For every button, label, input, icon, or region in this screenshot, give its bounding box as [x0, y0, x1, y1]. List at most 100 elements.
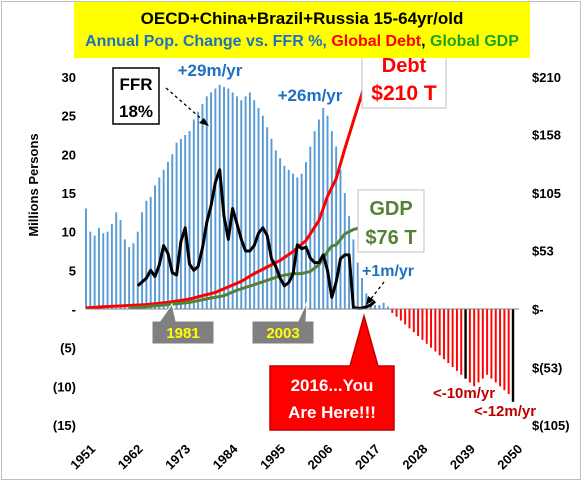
now-rate-label: +1m/yr — [362, 263, 414, 280]
title-gdp: Global GDP — [430, 32, 519, 50]
pop-bar-1995 — [274, 150, 277, 309]
pop-bar-2028 — [417, 309, 420, 337]
pop-bar-2049 — [507, 309, 510, 395]
x-tick-label: 2017 — [352, 441, 383, 472]
y-tick-label: (15) — [53, 418, 76, 433]
debt-value: $210 T — [371, 82, 437, 105]
pop-bar-1969 — [162, 169, 165, 309]
pop-bar-1965 — [145, 200, 148, 309]
pop-bar-2040 — [468, 309, 471, 383]
year-1981-label: 1981 — [166, 325, 199, 342]
pop-bar-2026 — [408, 309, 411, 329]
gdp-annotation: GDP $76 T — [357, 189, 425, 253]
y2-tick-label: $(53) — [532, 361, 562, 376]
pop-bar-1970 — [166, 162, 169, 309]
ffr-line — [136, 168, 376, 310]
pop-bar-2048 — [503, 309, 506, 391]
y-tick-label: - — [72, 302, 76, 317]
debt-line — [85, 76, 368, 310]
y2-tick-label: $(105) — [532, 418, 570, 433]
you-are-here-callout: 2016...You Are Here!!! — [269, 313, 395, 431]
y-tick-label: 30 — [62, 70, 76, 85]
pop-bar-2043 — [481, 309, 484, 379]
pop-bar-2027 — [412, 309, 415, 333]
y-tick-label: (5) — [60, 341, 76, 356]
x-tick-label: 1984 — [210, 441, 242, 473]
pop-bar-2045 — [490, 309, 493, 379]
year-1981-badge: 1981 — [151, 302, 215, 345]
pop-bar-2022 — [391, 309, 394, 313]
ffr-annotation: FFR 18% — [112, 67, 209, 126]
pop-bar-2003 — [309, 146, 312, 309]
pop-bar-2033 — [438, 309, 441, 356]
pop-bar-1985 — [231, 92, 234, 309]
pop-bar-2041 — [473, 309, 476, 387]
debt-annotation: Debt $210 T — [361, 47, 447, 109]
pop-bar-2042 — [477, 309, 480, 383]
pop-bar-1951 — [85, 208, 87, 309]
gdp-value: $76 T — [365, 227, 416, 249]
pop-bar-2005 — [317, 119, 320, 309]
title-pop-ffr: Annual Pop. Change vs. FFR %, — [85, 32, 332, 50]
pop-bar-1962 — [132, 243, 135, 309]
title-line2: Annual Pop. Change vs. FFR %, Global Deb… — [85, 30, 519, 53]
pop-bar-1971 — [171, 154, 174, 309]
y-tick-label: 5 — [69, 263, 76, 278]
neg10-label: <-10m/yr — [433, 385, 495, 402]
debt-label: Debt — [382, 55, 427, 77]
pop-bar-1990 — [253, 100, 256, 309]
pop-bar-2011 — [343, 193, 346, 309]
pop-bar-marker-2039 — [464, 309, 467, 379]
pop-bar-1953 — [93, 235, 96, 309]
pop-bar-2007 — [326, 115, 329, 309]
pop-bar-1991 — [257, 107, 260, 310]
y2-tick-label: $105 — [532, 186, 561, 201]
title-sep: , — [421, 32, 430, 50]
year-2003-badge: 2003 — [251, 301, 315, 345]
callout-line1: 2016...You — [291, 376, 374, 395]
pop-bar-2035 — [447, 309, 450, 364]
pop-bar-2034 — [443, 309, 445, 360]
pop-bar-1961 — [128, 247, 131, 309]
callout-line2: Are Here!!! — [288, 403, 376, 422]
pop-bar-1975 — [188, 131, 191, 309]
pop-bar-2001 — [300, 173, 303, 309]
pop-bar-1956 — [106, 231, 109, 309]
pop-bar-1984 — [227, 88, 230, 309]
pop-bar-1966 — [149, 196, 152, 309]
pop-bar-1958 — [115, 212, 118, 309]
neg12-label: <-12m/yr — [474, 403, 536, 420]
y-tick-label: 25 — [62, 109, 76, 124]
pop-bar-1997 — [283, 165, 286, 309]
y2-tick-label: $158 — [532, 127, 561, 142]
pop-bar-marker-2050 — [511, 309, 515, 402]
pop-bar-2013 — [352, 239, 355, 309]
y-axis-label: Millions Persons — [26, 133, 41, 236]
y-tick-label: (10) — [53, 379, 76, 394]
pop-bar-1986 — [235, 96, 238, 309]
pop-bar-2008 — [330, 131, 333, 309]
pop-bar-2038 — [460, 309, 463, 375]
pop-bar-2020 — [382, 302, 385, 309]
pop-bar-2000 — [296, 177, 299, 309]
pop-bar-1964 — [141, 212, 144, 309]
pop-bar-1979 — [205, 96, 208, 309]
y2-tick-label: $210 — [532, 70, 561, 85]
pop-bar-2046 — [494, 309, 497, 383]
pop-bar-2021 — [386, 306, 389, 309]
pop-bar-2029 — [421, 309, 424, 340]
pop-bar-1955 — [102, 233, 105, 309]
pop-bar-2019 — [378, 305, 381, 309]
pop-bar-1989 — [248, 92, 251, 309]
pop-bar-1976 — [192, 119, 195, 309]
pop-bar-1967 — [154, 185, 156, 309]
year-2003-label: 2003 — [266, 325, 299, 342]
pop-bar-2037 — [455, 309, 458, 371]
pop-bar-1988 — [244, 96, 247, 309]
pop-bar-1999 — [292, 173, 294, 309]
pop-bar-2009 — [335, 146, 338, 309]
x-tick-label: 2039 — [447, 441, 478, 472]
pop-bar-2024 — [399, 309, 402, 321]
